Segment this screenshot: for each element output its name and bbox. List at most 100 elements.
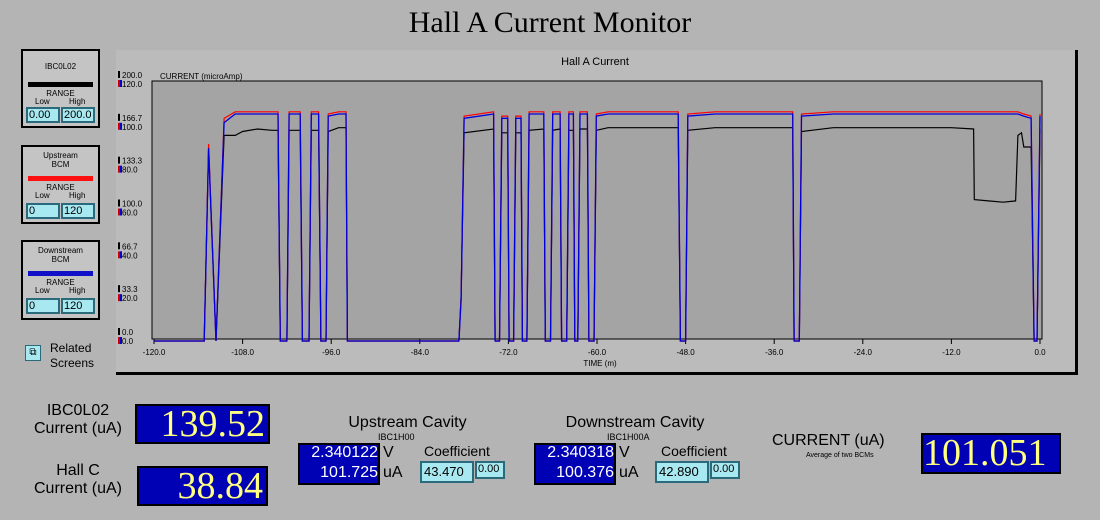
high-range-input[interactable]: 200.0: [61, 107, 95, 123]
upstream-amps-unit: uA: [383, 464, 403, 481]
y-tick-label-left-scale: 100.0: [122, 200, 143, 209]
y-scale-color-marker: [120, 294, 122, 302]
ibc-label-line1: IBC0L02: [46, 402, 110, 419]
red-series-swatch: [28, 176, 93, 181]
upstream-offset-input[interactable]: 0.00: [475, 461, 505, 479]
downstream-cavity-title: Downstream Cavity: [565, 414, 705, 431]
x-tick-label: -48.0: [676, 348, 695, 357]
y-tick-label-right-scale: 60.0: [122, 209, 138, 218]
average-current-sub: Average of two BCMs: [806, 452, 874, 459]
panel-name: Upstream BCM: [43, 151, 78, 169]
high-label: High: [69, 191, 86, 200]
high-range-input[interactable]: 120: [61, 203, 95, 219]
y-scale-color-marker: [118, 251, 120, 259]
low-range-input[interactable]: 0: [26, 298, 60, 314]
y-scale-color-marker: [118, 208, 120, 216]
y-scale-color-marker: [118, 113, 120, 121]
y-tick-label-left-scale: 33.3: [122, 285, 138, 294]
page-title: Hall A Current Monitor: [408, 6, 692, 39]
y-tick-label-right-scale: 0.0: [122, 337, 134, 346]
related-label-line1: Related: [50, 341, 92, 355]
related-screens-label[interactable]: Related Screens: [50, 341, 94, 371]
upstream-bcm-range-panel: Upstream BCM RANGE Low High 0 120: [21, 145, 100, 224]
upstream-cavity-sub: IBC1H00: [378, 432, 415, 442]
hallc-current-label: Hall C Current (uA): [18, 462, 138, 498]
related-label-line2: Screens: [50, 356, 95, 370]
downstream-coefficient-label: Coefficient: [661, 443, 727, 459]
black-series-swatch: [28, 82, 93, 87]
panel-name: IBC0L02: [44, 62, 77, 71]
low-label: Low: [35, 191, 50, 200]
high-label: High: [69, 286, 86, 295]
downstream-coefficient-input[interactable]: 42.890: [655, 461, 709, 483]
ibc-label-line2: Current (uA): [33, 420, 123, 437]
current-chart: Hall A Current CURRENT (microAmp) 200.01…: [118, 56, 1046, 368]
range-label: RANGE: [46, 89, 75, 98]
y-scale-color-marker: [118, 156, 120, 164]
ibc0l02-current-label: IBC0L02 Current (uA): [18, 402, 138, 438]
chart-title: Hall A Current: [561, 56, 629, 68]
y-tick-label-right-scale: 20.0: [122, 294, 138, 303]
low-label: Low: [35, 97, 50, 106]
current-chart-panel: Hall A Current CURRENT (microAmp) 200.0 1…: [116, 50, 1078, 375]
y-scale-color-marker: [120, 165, 122, 173]
x-tick-label: -12.0: [942, 348, 961, 357]
x-tick-label: -120.0: [143, 348, 166, 357]
y-tick-label-right-scale: 100.0: [122, 123, 143, 132]
y-scale-color-marker: [118, 71, 120, 78]
average-current-label: CURRENT (uA): [772, 432, 885, 449]
upstream-cavity-title: Upstream Cavity: [348, 414, 467, 431]
downstream-offset-input[interactable]: 0.00: [710, 461, 740, 479]
related-screens-icon[interactable]: ⧉: [25, 345, 41, 361]
y-scale-color-marker: [118, 337, 120, 344]
x-tick-label: -60.0: [588, 348, 607, 357]
y-tick-label-right-scale: 40.0: [122, 251, 138, 260]
y-scale-color-marker: [120, 80, 122, 87]
x-tick-label: -96.0: [322, 348, 341, 357]
hallc-label-line2: Current (uA): [33, 480, 123, 497]
upstream-volts-unit: V: [383, 444, 394, 461]
blue-series-swatch: [28, 271, 93, 276]
hallc-label-line1: Hall C: [56, 462, 100, 479]
low-label: Low: [35, 286, 50, 295]
chart-xlabel: TIME (m): [583, 359, 617, 368]
upstream-coefficient-label: Coefficient: [424, 443, 490, 459]
average-current-value: 101.051: [921, 433, 1061, 474]
downstream-voltage-value: 2.340318: [547, 444, 614, 461]
y-scale-color-marker: [118, 294, 120, 302]
y-tick-label-left-scale: 0.0: [122, 328, 134, 337]
downstream-amps-unit: uA: [619, 464, 639, 481]
y-scale-color-marker: [120, 251, 122, 259]
x-tick-label: -84.0: [411, 348, 430, 357]
y-scale-color-marker: [118, 122, 120, 130]
y-scale-color-marker: [118, 242, 120, 250]
plot-area: [151, 80, 1043, 340]
x-tick-label: -108.0: [231, 348, 254, 357]
x-tick-label: 0.0: [1034, 348, 1046, 357]
ibc0l02-current-value: 139.52: [135, 404, 270, 444]
y-tick-label-left-scale: 200.0: [122, 71, 143, 80]
y-tick-label-left-scale: 66.7: [122, 242, 138, 251]
high-label: High: [69, 97, 86, 106]
upstream-coefficient-input[interactable]: 43.470: [420, 461, 474, 483]
range-label: RANGE: [46, 183, 75, 192]
y-tick-label-right-scale: 120.0: [122, 80, 143, 89]
y-tick-label-left-scale: 166.7: [122, 114, 143, 123]
low-range-input[interactable]: 0: [26, 203, 60, 219]
low-range-input[interactable]: 0.00: [26, 107, 60, 123]
high-range-input[interactable]: 120: [61, 298, 95, 314]
y-scale-color-marker: [120, 337, 122, 344]
downstream-cavity-sub: IBC1H00A: [607, 432, 650, 442]
x-tick-label: -24.0: [854, 348, 873, 357]
upstream-voltage-value: 2.340122: [311, 444, 378, 461]
x-tick-label: -36.0: [765, 348, 784, 357]
downstream-readout-box: [534, 443, 616, 485]
y-tick-label-left-scale: 133.3: [122, 157, 143, 166]
ibc0l02-range-panel: IBC0L02 RANGE Low High 0.00 200.0: [21, 49, 100, 128]
y-scale-color-marker: [118, 165, 120, 173]
upstream-readout-box: [298, 443, 380, 485]
y-scale-color-marker: [118, 285, 120, 293]
panel-name: Downstream BCM: [38, 246, 83, 264]
y-scale-color-marker: [118, 80, 120, 87]
downstream-bcm-range-panel: Downstream BCM RANGE Low High 0 120: [21, 240, 100, 320]
